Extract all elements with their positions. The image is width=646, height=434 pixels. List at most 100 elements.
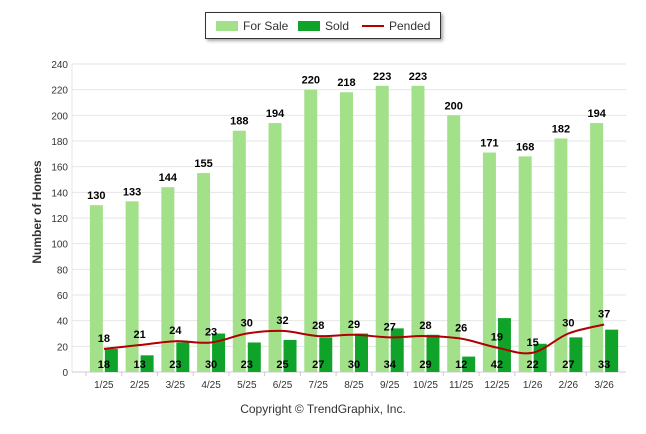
y-tick-label: 80 bbox=[57, 265, 69, 276]
bar-for-sale bbox=[268, 123, 282, 373]
x-tick-label: 2/25 bbox=[130, 380, 150, 391]
label-for-sale: 218 bbox=[337, 77, 355, 89]
y-tick-label: 100 bbox=[51, 240, 68, 251]
legend-label-sold: Sold bbox=[325, 19, 350, 33]
label-pended: 23 bbox=[205, 326, 217, 338]
bar-for-sale bbox=[590, 123, 604, 373]
bar-for-sale bbox=[89, 205, 103, 372]
bar-sold bbox=[569, 337, 583, 372]
legend-label-for-sale: For Sale bbox=[243, 19, 289, 33]
x-tick-label: 3/25 bbox=[166, 380, 186, 391]
label-sold: 30 bbox=[205, 359, 217, 371]
data-labels: 130 18 18 133 13 21 144 23 24 155 30 23 188 23 30 194 25… bbox=[87, 71, 610, 371]
x-tick-label: 2/26 bbox=[559, 380, 579, 391]
label-sold: 34 bbox=[384, 359, 397, 371]
label-pended: 15 bbox=[527, 337, 539, 349]
legend-swatch-for-sale bbox=[216, 21, 238, 31]
bar-for-sale bbox=[304, 89, 318, 373]
x-tick-label: 11/25 bbox=[449, 380, 474, 391]
label-pended: 28 bbox=[419, 320, 431, 332]
bar-for-sale bbox=[447, 115, 461, 372]
label-for-sale: 200 bbox=[445, 100, 463, 112]
y-tick-label: 240 bbox=[51, 60, 68, 71]
y-tick-label: 0 bbox=[62, 368, 68, 379]
y-axis-label: Number of Homes bbox=[30, 160, 44, 264]
label-for-sale: 130 bbox=[87, 190, 105, 202]
bar-sold bbox=[140, 355, 154, 372]
y-tick-label: 20 bbox=[57, 342, 69, 353]
x-tick-label: 9/25 bbox=[380, 380, 400, 391]
y-tick-label: 180 bbox=[51, 137, 68, 148]
label-sold: 23 bbox=[241, 359, 253, 371]
label-sold: 27 bbox=[562, 359, 574, 371]
bar-sold bbox=[176, 342, 190, 372]
pended-line bbox=[103, 323, 605, 355]
label-sold: 12 bbox=[455, 359, 467, 371]
x-tick-label: 1/25 bbox=[94, 380, 114, 391]
x-axis-ticks: 1/25 2/25 3/25 4/25 5/25 6/25 7/25 8/25 9/25 10/2… bbox=[85, 372, 614, 391]
label-sold: 18 bbox=[98, 359, 110, 371]
label-for-sale: 194 bbox=[587, 108, 606, 120]
bar-sold bbox=[247, 342, 261, 372]
legend-line-pended bbox=[362, 25, 384, 27]
label-for-sale: 168 bbox=[516, 141, 534, 153]
bar-for-sale bbox=[197, 173, 211, 372]
label-for-sale: 133 bbox=[123, 186, 141, 198]
bar-sold bbox=[497, 318, 511, 372]
y-tick-label: 140 bbox=[51, 188, 68, 199]
label-pended: 26 bbox=[455, 323, 467, 335]
x-tick-label: 3/26 bbox=[594, 380, 614, 391]
label-for-sale: 182 bbox=[552, 123, 570, 135]
bar-sold bbox=[212, 333, 226, 372]
legend-item-pended: Pended bbox=[362, 18, 430, 34]
label-sold: 23 bbox=[169, 359, 181, 371]
label-pended: 30 bbox=[241, 318, 253, 330]
y-axis-ticks: 0 20 40 60 80 100 120 140 160 180 200 220 240 bbox=[51, 60, 68, 379]
label-pended: 24 bbox=[169, 325, 182, 337]
bar-sold bbox=[104, 348, 118, 372]
label-sold: 22 bbox=[527, 359, 539, 371]
bar-for-sale bbox=[518, 156, 532, 372]
label-sold: 33 bbox=[598, 359, 610, 371]
copyright-text: Copyright © TrendGraphix, Inc. bbox=[240, 402, 406, 416]
label-pended: 37 bbox=[598, 309, 610, 321]
legend-label-pended: Pended bbox=[389, 19, 431, 33]
bar-for-sale bbox=[125, 201, 139, 372]
label-for-sale: 155 bbox=[194, 158, 212, 170]
x-tick-label: 12/25 bbox=[484, 380, 509, 391]
y-tick-label: 200 bbox=[51, 111, 68, 122]
bar-sold bbox=[390, 328, 404, 372]
bar-sold bbox=[462, 356, 476, 372]
label-sold: 13 bbox=[133, 359, 145, 371]
bar-for-sale bbox=[340, 92, 353, 372]
x-tick-label: 4/25 bbox=[201, 380, 221, 391]
label-pended: 29 bbox=[348, 319, 360, 331]
label-for-sale: 188 bbox=[230, 116, 248, 128]
y-tick-label: 120 bbox=[51, 214, 68, 225]
label-for-sale: 223 bbox=[373, 71, 391, 83]
label-for-sale: 194 bbox=[266, 108, 285, 120]
bar-for-sale bbox=[411, 85, 425, 373]
bars bbox=[89, 85, 619, 373]
x-tick-label: 1/26 bbox=[523, 380, 543, 391]
label-pended: 32 bbox=[276, 315, 288, 327]
label-sold: 27 bbox=[312, 359, 324, 371]
bar-sold bbox=[605, 329, 619, 372]
legend: For Sale Sold Pended bbox=[205, 12, 441, 39]
legend-item-sold: Sold bbox=[298, 18, 349, 34]
legend-item-for-sale: For Sale bbox=[216, 18, 288, 34]
label-for-sale: 223 bbox=[409, 71, 427, 83]
pended-line-layer bbox=[103, 323, 605, 355]
label-sold: 42 bbox=[491, 359, 503, 371]
bar-sold bbox=[426, 334, 440, 372]
label-pended: 18 bbox=[98, 333, 110, 345]
y-tick-label: 60 bbox=[57, 291, 69, 302]
x-tick-label: 8/25 bbox=[344, 380, 364, 391]
bar-for-sale bbox=[482, 152, 496, 372]
y-tick-label: 160 bbox=[51, 163, 68, 174]
bar-for-sale bbox=[375, 85, 389, 373]
label-for-sale: 220 bbox=[302, 75, 320, 87]
label-pended: 19 bbox=[491, 332, 503, 344]
